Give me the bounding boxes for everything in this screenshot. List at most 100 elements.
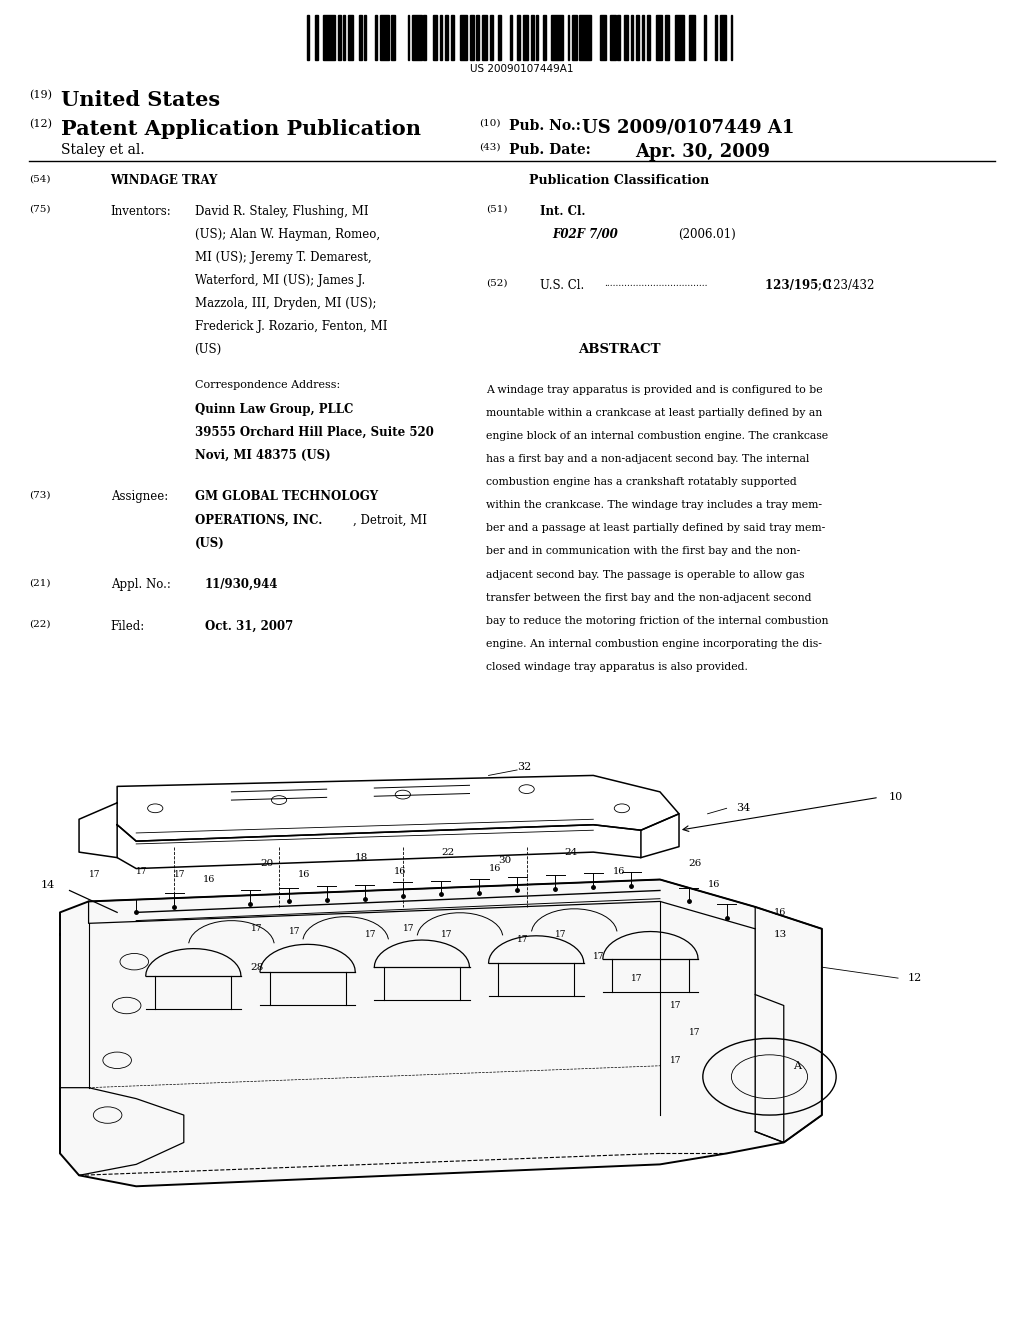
Text: 17: 17 (670, 1056, 681, 1065)
Bar (617, 15, 621, 59)
Bar (452, 15, 455, 59)
Text: , Detroit, MI: , Detroit, MI (353, 513, 427, 527)
Text: Appl. No.:: Appl. No.: (111, 578, 170, 591)
Bar (666, 15, 669, 59)
Bar (413, 15, 422, 59)
Text: (19): (19) (29, 90, 51, 100)
Text: engine block of an internal combustion engine. The crankcase: engine block of an internal combustion e… (486, 432, 828, 441)
Text: US 2009/0107449 A1: US 2009/0107449 A1 (582, 119, 794, 137)
Text: 17: 17 (555, 929, 566, 939)
Text: ABSTRACT: ABSTRACT (579, 343, 660, 356)
Text: Pub. Date:: Pub. Date: (509, 143, 591, 157)
Text: A windage tray apparatus is provided and is configured to be: A windage tray apparatus is provided and… (486, 385, 823, 395)
Bar (647, 15, 650, 59)
Bar (609, 15, 615, 59)
Bar (632, 15, 633, 59)
Text: Patent Application Publication: Patent Application Publication (61, 119, 422, 139)
Bar (490, 15, 494, 59)
Bar (364, 15, 366, 59)
Text: 16: 16 (298, 870, 310, 879)
Bar (551, 15, 563, 59)
Text: MI (US); Jeremy T. Demarest,: MI (US); Jeremy T. Demarest, (195, 251, 371, 264)
Bar (703, 15, 706, 59)
Bar (338, 15, 341, 59)
Text: 17: 17 (670, 1001, 681, 1010)
Bar (390, 15, 395, 59)
Bar (432, 15, 437, 59)
Text: Quinn Law Group, PLLC: Quinn Law Group, PLLC (195, 403, 353, 416)
Bar (580, 15, 591, 59)
Text: 24: 24 (565, 847, 578, 857)
Text: combustion engine has a crankshaft rotatably supported: combustion engine has a crankshaft rotat… (486, 478, 797, 487)
Text: 16: 16 (203, 875, 215, 884)
Bar (531, 15, 535, 59)
Text: has a first bay and a non-adjacent second bay. The internal: has a first bay and a non-adjacent secon… (486, 454, 810, 465)
Bar (536, 15, 538, 59)
Text: 16: 16 (774, 908, 786, 917)
Text: 16: 16 (393, 867, 406, 875)
Bar (720, 15, 726, 59)
Text: 17: 17 (174, 870, 185, 879)
Text: 30: 30 (498, 855, 511, 865)
Text: 16: 16 (612, 867, 625, 875)
Text: US 20090107449A1: US 20090107449A1 (470, 63, 574, 74)
Text: 17: 17 (402, 924, 415, 933)
Bar (523, 15, 528, 59)
Text: 17: 17 (89, 870, 100, 879)
Bar (636, 15, 639, 59)
Text: 28: 28 (251, 962, 264, 972)
Text: (US); Alan W. Hayman, Romeo,: (US); Alan W. Hayman, Romeo, (195, 227, 380, 240)
Text: 12: 12 (907, 973, 922, 983)
Text: ....................................: .................................... (604, 279, 708, 288)
Text: GM GLOBAL TECHNOLOGY: GM GLOBAL TECHNOLOGY (195, 491, 378, 503)
Text: Filed:: Filed: (111, 620, 144, 632)
Text: (54): (54) (29, 174, 50, 183)
Text: 17: 17 (688, 1028, 700, 1038)
Text: 20: 20 (260, 858, 273, 867)
Text: Publication Classification: Publication Classification (529, 174, 710, 187)
Text: 18: 18 (355, 853, 369, 862)
Text: Assignee:: Assignee: (111, 491, 168, 503)
Text: United States: United States (61, 90, 220, 110)
Text: bay to reduce the motoring friction of the internal combustion: bay to reduce the motoring friction of t… (486, 616, 828, 626)
Text: 17: 17 (251, 924, 262, 933)
Text: A: A (794, 1061, 802, 1071)
Bar (730, 15, 732, 59)
Text: David R. Staley, Flushing, MI: David R. Staley, Flushing, MI (195, 205, 369, 218)
Text: (22): (22) (29, 620, 50, 628)
Text: 26: 26 (688, 858, 701, 867)
Text: 17: 17 (632, 974, 643, 982)
Bar (461, 15, 467, 59)
Bar (375, 15, 377, 59)
Text: U.S. Cl.: U.S. Cl. (540, 279, 584, 292)
Text: 16: 16 (488, 865, 501, 873)
Bar (567, 15, 569, 59)
Text: Waterford, MI (US); James J.: Waterford, MI (US); James J. (195, 275, 365, 286)
Bar (543, 15, 546, 59)
Text: ber and a passage at least partially defined by said tray mem-: ber and a passage at least partially def… (486, 524, 825, 533)
Bar (348, 15, 353, 59)
Text: (US): (US) (195, 537, 224, 549)
Text: 13: 13 (774, 929, 787, 939)
Text: Mazzola, III, Dryden, MI (US);: Mazzola, III, Dryden, MI (US); (195, 297, 376, 310)
Bar (445, 15, 449, 59)
Text: (75): (75) (29, 205, 50, 214)
Text: within the crankcase. The windage tray includes a tray mem-: within the crankcase. The windage tray i… (486, 500, 822, 511)
Text: transfer between the first bay and the non-adjacent second: transfer between the first bay and the n… (486, 593, 812, 603)
Text: 17: 17 (517, 936, 528, 944)
Bar (715, 15, 717, 59)
Polygon shape (60, 879, 822, 1187)
Text: 34: 34 (736, 804, 751, 813)
Text: (US): (US) (195, 343, 222, 356)
Bar (600, 15, 606, 59)
Text: Pub. No.:: Pub. No.: (509, 119, 581, 133)
Text: engine. An internal combustion engine incorporating the dis-: engine. An internal combustion engine in… (486, 639, 822, 649)
Text: 14: 14 (41, 880, 55, 890)
Bar (656, 15, 663, 59)
Text: (43): (43) (479, 143, 501, 152)
Bar (688, 15, 694, 59)
Text: 17: 17 (289, 927, 300, 936)
Bar (675, 15, 684, 59)
Text: Frederick J. Rozario, Fenton, MI: Frederick J. Rozario, Fenton, MI (195, 321, 387, 333)
Bar (343, 15, 345, 59)
